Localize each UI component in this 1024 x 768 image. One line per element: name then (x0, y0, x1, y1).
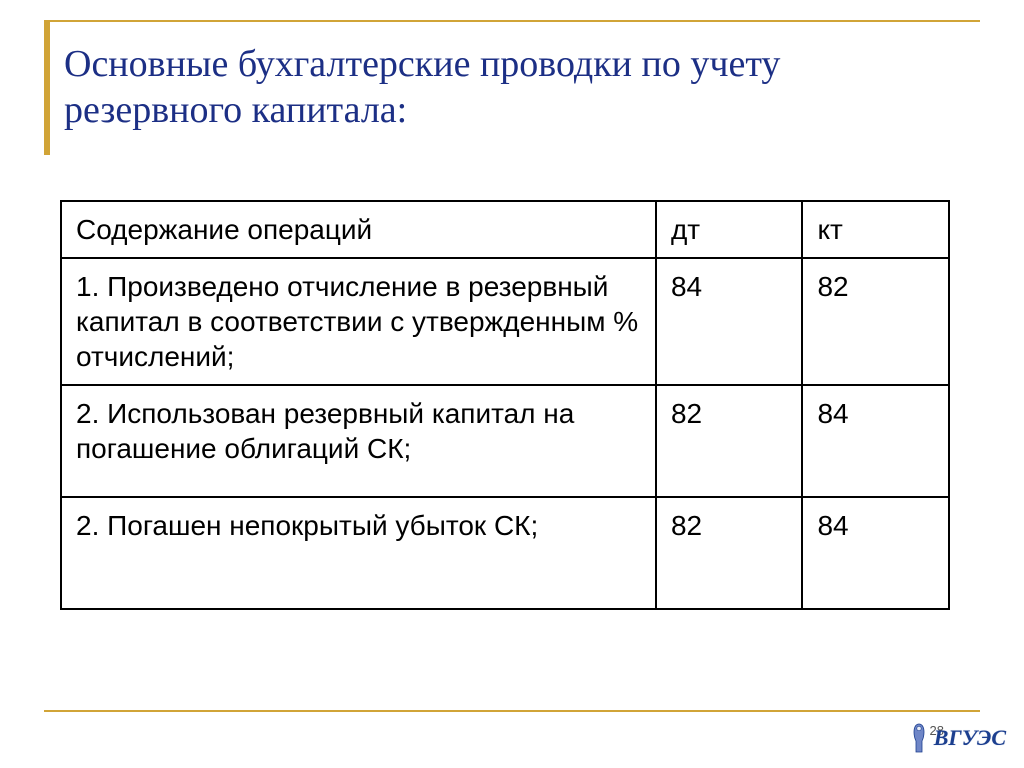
accent-bottom-rule (44, 710, 980, 712)
university-logo: ВГУЭС (908, 722, 1006, 754)
accent-top-rule (50, 20, 980, 22)
cell-desc: 2. Использован резервный капитал на пога… (61, 385, 656, 497)
col-header-kt: кт (802, 201, 949, 258)
table-header-row: Содержание операций дт кт (61, 201, 949, 258)
slide: Основные бухгалтерские проводки по учету… (0, 0, 1024, 768)
cell-kt: 82 (802, 258, 949, 385)
cell-kt: 84 (802, 385, 949, 497)
table-row: 1. Произведено отчисление в резервный ка… (61, 258, 949, 385)
logo-figure-icon (908, 722, 930, 754)
cell-dt: 82 (656, 385, 803, 497)
title-block: Основные бухгалтерские проводки по учету… (64, 42, 964, 133)
cell-dt: 82 (656, 497, 803, 609)
col-header-desc: Содержание операций (61, 201, 656, 258)
logo-text: ВГУЭС (934, 725, 1006, 751)
cell-dt: 84 (656, 258, 803, 385)
cell-kt: 84 (802, 497, 949, 609)
accent-vertical-bar (44, 20, 50, 155)
slide-title: Основные бухгалтерские проводки по учету… (64, 42, 964, 133)
cell-desc: 1. Произведено отчисление в резервный ка… (61, 258, 656, 385)
col-header-dt: дт (656, 201, 803, 258)
entries-table: Содержание операций дт кт 1. Произведено… (60, 200, 950, 610)
cell-desc: 2. Погашен непокрытый убыток СК; (61, 497, 656, 609)
table-row: 2. Использован резервный капитал на пога… (61, 385, 949, 497)
table-row: 2. Погашен непокрытый убыток СК; 82 84 (61, 497, 949, 609)
entries-table-wrap: Содержание операций дт кт 1. Произведено… (60, 200, 950, 610)
